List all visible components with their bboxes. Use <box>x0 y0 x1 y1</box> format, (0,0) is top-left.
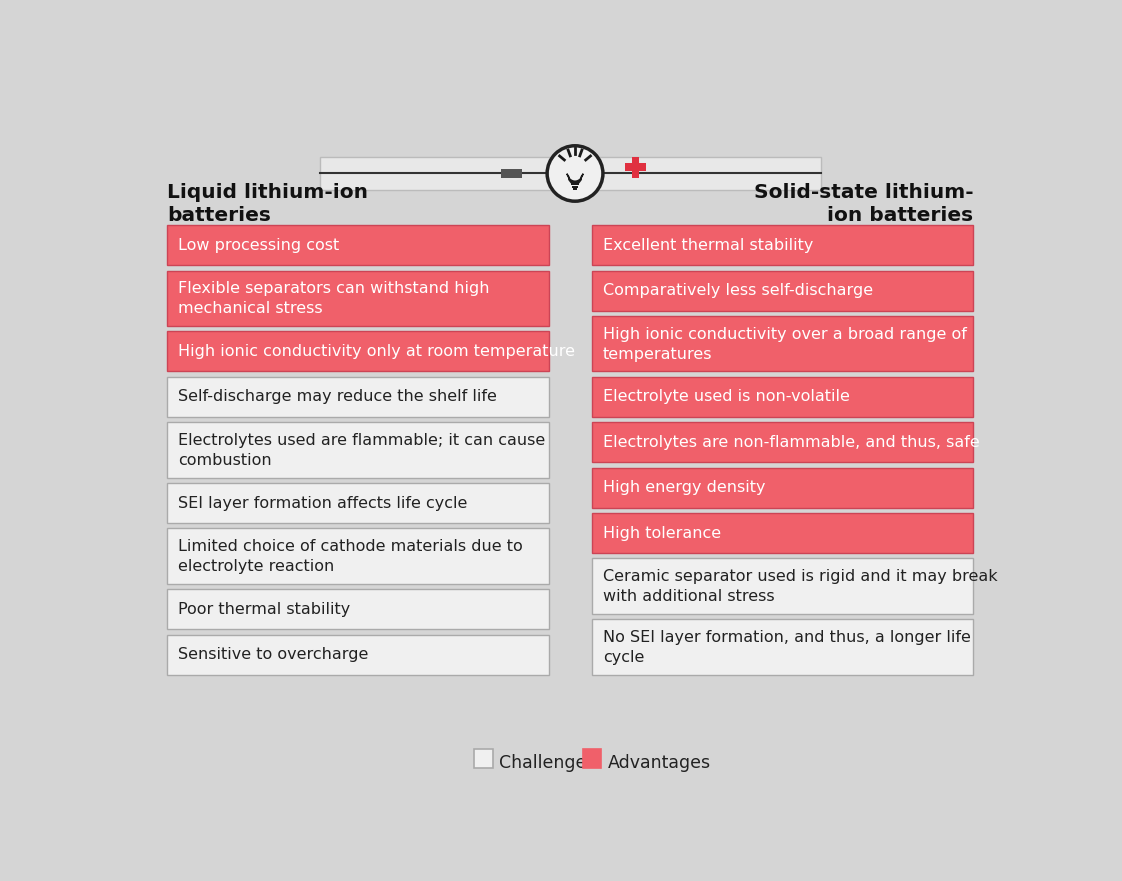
FancyBboxPatch shape <box>167 331 549 372</box>
FancyBboxPatch shape <box>592 225 974 265</box>
FancyBboxPatch shape <box>592 316 974 372</box>
Text: Electrolyte used is non-volatile: Electrolyte used is non-volatile <box>603 389 849 404</box>
FancyBboxPatch shape <box>632 157 640 178</box>
FancyBboxPatch shape <box>625 164 646 171</box>
FancyBboxPatch shape <box>571 183 579 185</box>
FancyBboxPatch shape <box>167 589 549 629</box>
FancyBboxPatch shape <box>167 377 549 417</box>
FancyBboxPatch shape <box>582 750 601 768</box>
FancyBboxPatch shape <box>592 422 974 463</box>
Text: Self-discharge may reduce the shelf life: Self-discharge may reduce the shelf life <box>178 389 497 404</box>
Text: High ionic conductivity only at room temperature: High ionic conductivity only at room tem… <box>178 344 576 359</box>
FancyBboxPatch shape <box>592 270 974 310</box>
FancyBboxPatch shape <box>592 513 974 553</box>
Text: with additional stress: with additional stress <box>603 589 774 604</box>
Text: Low processing cost: Low processing cost <box>178 238 340 253</box>
FancyBboxPatch shape <box>167 483 549 523</box>
Text: Ceramic separator used is rigid and it may break: Ceramic separator used is rigid and it m… <box>603 569 997 584</box>
FancyBboxPatch shape <box>167 270 549 326</box>
FancyBboxPatch shape <box>592 377 974 417</box>
Text: electrolyte reaction: electrolyte reaction <box>178 559 334 574</box>
Text: Limited choice of cathode materials due to: Limited choice of cathode materials due … <box>178 539 523 554</box>
Text: Poor thermal stability: Poor thermal stability <box>178 602 350 617</box>
Text: Flexible separators can withstand high: Flexible separators can withstand high <box>178 281 489 296</box>
FancyBboxPatch shape <box>592 559 974 614</box>
Text: Electrolytes are non-flammable, and thus, safe: Electrolytes are non-flammable, and thus… <box>603 434 980 449</box>
FancyBboxPatch shape <box>167 529 549 584</box>
Text: Sensitive to overcharge: Sensitive to overcharge <box>178 648 369 663</box>
FancyBboxPatch shape <box>475 750 493 768</box>
Polygon shape <box>567 174 583 182</box>
Text: High ionic conductivity over a broad range of: High ionic conductivity over a broad ran… <box>603 327 967 342</box>
Text: temperatures: temperatures <box>603 347 712 362</box>
Text: No SEI layer formation, and thus, a longer life: No SEI layer formation, and thus, a long… <box>603 630 971 645</box>
FancyBboxPatch shape <box>167 634 549 675</box>
FancyBboxPatch shape <box>320 157 821 190</box>
FancyBboxPatch shape <box>167 225 549 265</box>
Text: High tolerance: High tolerance <box>603 526 721 541</box>
Text: cycle: cycle <box>603 650 644 665</box>
FancyBboxPatch shape <box>592 468 974 507</box>
Text: Liquid lithium-ion
batteries: Liquid lithium-ion batteries <box>167 182 368 226</box>
Text: Solid-state lithium-
ion batteries: Solid-state lithium- ion batteries <box>754 182 974 226</box>
Text: Excellent thermal stability: Excellent thermal stability <box>603 238 813 253</box>
Text: Advantages: Advantages <box>608 754 710 773</box>
FancyBboxPatch shape <box>592 619 974 675</box>
FancyBboxPatch shape <box>572 186 578 188</box>
Text: combustion: combustion <box>178 453 272 468</box>
Circle shape <box>548 145 603 201</box>
Text: SEI layer formation affects life cycle: SEI layer formation affects life cycle <box>178 495 468 511</box>
Text: High energy density: High energy density <box>603 480 765 495</box>
FancyBboxPatch shape <box>500 169 523 178</box>
FancyBboxPatch shape <box>167 422 549 478</box>
FancyBboxPatch shape <box>572 189 578 190</box>
Text: Challenges: Challenges <box>499 754 596 773</box>
Text: Comparatively less self-discharge: Comparatively less self-discharge <box>603 283 873 298</box>
Text: Electrolytes used are flammable; it can cause: Electrolytes used are flammable; it can … <box>178 433 545 448</box>
Text: mechanical stress: mechanical stress <box>178 301 323 316</box>
